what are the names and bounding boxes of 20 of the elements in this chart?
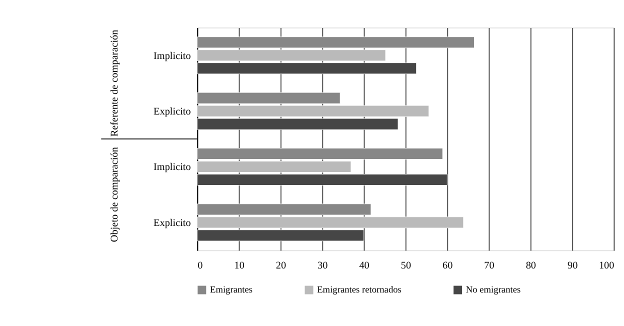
legend-label: Emigrantes: [210, 286, 253, 296]
legend-label: Emigrantes retornados: [317, 286, 402, 296]
y-tick-label: Explicito: [153, 218, 191, 229]
x-tick-label: 80: [526, 260, 536, 272]
x-tick-label: 0: [198, 260, 203, 272]
text: Referente de comparación: [109, 30, 120, 137]
x-tick-label: 30: [318, 260, 328, 272]
x-tick-label: 40: [359, 260, 370, 272]
y-tick-label: Explicito: [153, 106, 191, 118]
x-tick-label: 100: [598, 260, 614, 272]
x-tick-label: 20: [276, 260, 286, 272]
x-tick-label: 70: [484, 260, 494, 272]
x-tick-label: 90: [567, 260, 578, 272]
legend-label: No emigrantes: [466, 286, 521, 296]
text: Objeto de comparación: [109, 147, 120, 242]
x-tick-label: 10: [234, 260, 244, 272]
x-tick-label: 50: [400, 260, 412, 272]
y-tick-label: Implicito: [153, 50, 191, 62]
y-tick-label: Implicito: [153, 162, 191, 174]
x-tick-label: 60: [442, 260, 453, 272]
